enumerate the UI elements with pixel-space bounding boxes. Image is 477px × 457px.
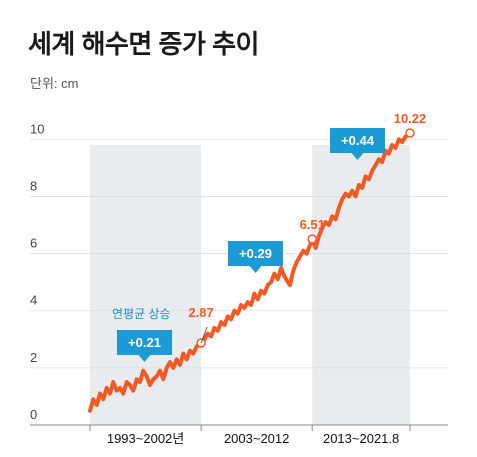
rate-badge-0 bbox=[117, 330, 172, 355]
rate-badge-text-2: +0.44 bbox=[341, 133, 375, 148]
unit-label: 단위: cm bbox=[30, 76, 79, 91]
rate-badge-text-0: +0.21 bbox=[128, 335, 161, 350]
x-label-1: 2003~2012 bbox=[224, 431, 289, 446]
rate-badge-text-1: +0.29 bbox=[239, 246, 272, 261]
rate-badge-pointer-2 bbox=[351, 153, 364, 160]
annotation-label-1: 6.51 bbox=[300, 217, 325, 232]
x-axis-labels: 1993~2002년 2003~2012 2013~2021.8 bbox=[89, 425, 411, 446]
x-label-2: 2013~2021.8 bbox=[323, 431, 399, 446]
period-band-0 bbox=[90, 145, 202, 425]
annotations: 2.87 6.51 10.22 연평균 상승 bbox=[112, 111, 427, 348]
rate-badge-2 bbox=[330, 128, 385, 153]
annotation-point-2 bbox=[405, 128, 415, 138]
avg-rise-label: 연평균 상승 bbox=[112, 307, 171, 321]
y-axis-ticks: 0 2 4 6 8 10 bbox=[30, 121, 44, 422]
rate-badge-pointer-0 bbox=[138, 355, 151, 362]
series-line-0 bbox=[88, 131, 412, 413]
period-band-2 bbox=[312, 145, 410, 425]
y-tick-label-2: 4 bbox=[30, 293, 37, 308]
x-label-0: 1993~2002년 bbox=[107, 431, 184, 446]
chart-title: 세계 해수면 증가 추이 bbox=[28, 29, 259, 59]
y-tick-label-0: 0 bbox=[30, 407, 37, 422]
rate-badges: +0.21 +0.29 +0.44 bbox=[117, 128, 385, 362]
rate-badge-1 bbox=[228, 241, 283, 266]
y-tick-label-4: 8 bbox=[30, 178, 37, 193]
annotation-leader-0 bbox=[200, 326, 208, 344]
rate-badge-pointer-1 bbox=[249, 266, 262, 273]
annotation-point-1 bbox=[307, 234, 317, 244]
annotation-label-2: 10.22 bbox=[394, 111, 427, 126]
series-line bbox=[88, 131, 412, 413]
y-tick-label-5: 10 bbox=[30, 121, 44, 136]
annotation-label-0: 2.87 bbox=[188, 305, 213, 320]
y-tick-label-1: 2 bbox=[30, 350, 37, 365]
y-tick-label-3: 6 bbox=[30, 236, 37, 251]
